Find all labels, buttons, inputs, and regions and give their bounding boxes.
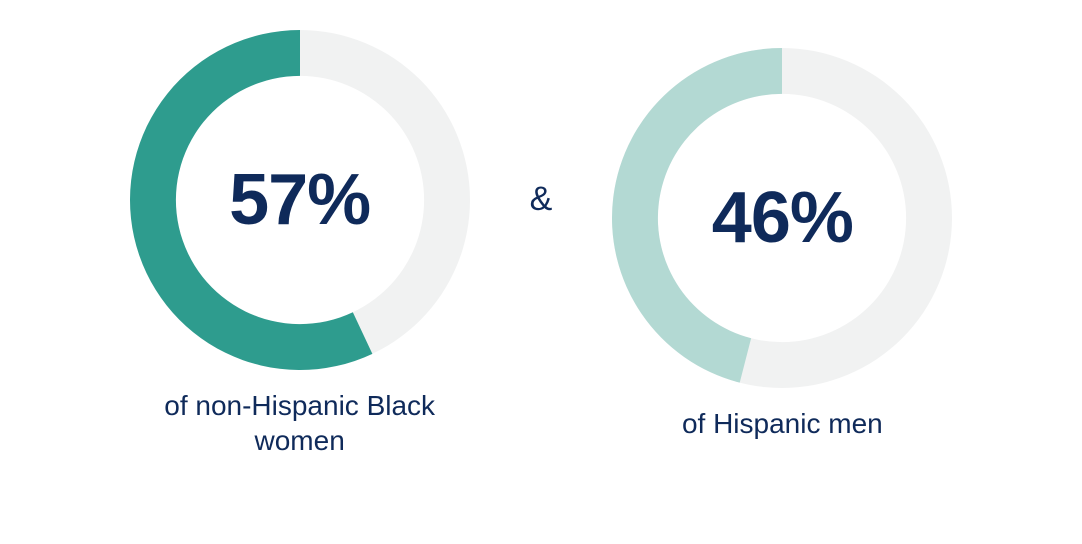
donut-left-value: 57%: [130, 30, 470, 370]
donut-left-caption: of non-Hispanic Black women: [140, 388, 460, 458]
donut-row: 57% of non-Hispanic Black women & 46% of…: [130, 30, 953, 458]
donut-right-caption: of Hispanic men: [682, 406, 883, 441]
ampersand-separator: &: [530, 180, 553, 219]
donut-right-block: 46% of Hispanic men: [612, 48, 952, 441]
donut-right: 46%: [612, 48, 952, 388]
donut-left-block: 57% of non-Hispanic Black women: [130, 30, 470, 458]
infographic-root: 57% of non-Hispanic Black women & 46% of…: [0, 0, 1082, 544]
donut-right-value: 46%: [612, 48, 952, 388]
donut-left: 57%: [130, 30, 470, 370]
